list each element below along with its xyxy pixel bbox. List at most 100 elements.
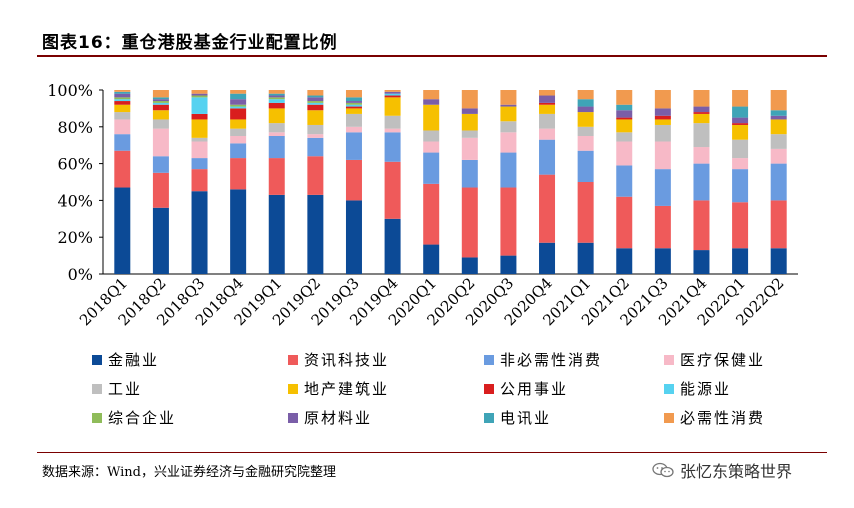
bar-segment-2021Q1-电讯业 <box>577 99 594 107</box>
bar-segment-2020Q2-地产建筑业 <box>461 113 478 131</box>
y-tick-label: 80% <box>57 118 93 137</box>
bar-segment-2019Q1-地产建筑业 <box>268 108 285 124</box>
bar-segment-2019Q2-必需性消费 <box>307 90 324 96</box>
bar-segment-2018Q4-原材料业 <box>230 99 247 105</box>
bar-segment-2021Q1-医疗保健业 <box>577 136 594 151</box>
bar-segment-2018Q4-能源业 <box>230 106 247 109</box>
legend-label: 必需性消费 <box>680 409 766 427</box>
legend-swatch <box>484 354 494 365</box>
bar-segment-2018Q1-资讯科技业 <box>114 150 131 188</box>
bar-segment-2021Q3-必需性消费 <box>654 90 671 109</box>
legend-item: 资讯科技业 <box>288 349 389 370</box>
watermark-text: 张忆东策略世界 <box>680 462 793 481</box>
bar-segment-2018Q3-公用事业 <box>191 113 208 120</box>
bar-segment-2019Q2-非必需性消费 <box>307 137 324 157</box>
bar-segment-2020Q4-资讯科技业 <box>539 174 556 243</box>
bar-segment-2018Q1-金融业 <box>114 187 131 274</box>
bar-segment-2018Q2-医疗保健业 <box>152 128 169 157</box>
bar-segment-2020Q3-地产建筑业 <box>500 106 517 122</box>
y-tick-label: 100% <box>47 81 93 100</box>
bar-segment-2020Q4-原材料业 <box>539 95 556 103</box>
bar-segment-2022Q2-金融业 <box>770 248 787 274</box>
bar-segment-2020Q3-必需性消费 <box>500 90 517 105</box>
bar-segment-2019Q4-必需性消费 <box>384 90 401 92</box>
bar-segment-2019Q3-工业 <box>345 113 362 127</box>
bar-segment-2022Q1-医疗保健业 <box>732 158 749 170</box>
bar-segment-2021Q2-资讯科技业 <box>616 196 633 249</box>
bar-segment-2018Q2-公用事业 <box>152 104 169 111</box>
bar-segment-2019Q4-原材料业 <box>384 91 401 94</box>
bar-segment-2019Q4-医疗保健业 <box>384 128 401 133</box>
legend-label: 金融业 <box>108 351 160 369</box>
bar-segment-2019Q3-金融业 <box>345 200 362 274</box>
bar-segment-2018Q3-医疗保健业 <box>191 141 208 159</box>
bar-segment-2018Q4-非必需性消费 <box>230 143 247 159</box>
bar-segment-2019Q2-综合企业 <box>307 101 324 103</box>
legend-item: 电讯业 <box>484 407 551 428</box>
bar-segment-2020Q1-必需性消费 <box>423 90 440 100</box>
source-rule <box>37 452 827 453</box>
bar-segment-2020Q2-必需性消费 <box>461 90 478 109</box>
bar-segment-2019Q2-公用事业 <box>307 104 324 111</box>
bar-segment-2018Q3-综合企业 <box>191 95 208 98</box>
bar-segment-2019Q1-综合企业 <box>268 97 285 100</box>
bar-segment-2021Q4-地产建筑业 <box>693 113 710 124</box>
legend-item: 公用事业 <box>484 378 568 399</box>
legend-item: 工业 <box>92 378 142 399</box>
bar-segment-2021Q2-公用事业 <box>616 117 633 120</box>
bar-segment-2022Q2-地产建筑业 <box>770 119 787 135</box>
bar-segment-2022Q1-非必需性消费 <box>732 169 749 203</box>
bar-segment-2021Q3-资讯科技业 <box>654 205 671 249</box>
bar-segment-2019Q4-地产建筑业 <box>384 97 401 116</box>
bar-segment-2019Q4-工业 <box>384 115 401 129</box>
bar-segment-2021Q4-资讯科技业 <box>693 200 710 251</box>
legend-swatch <box>92 383 102 394</box>
bar-segment-2018Q2-资讯科技业 <box>152 172 169 208</box>
bar-segment-2021Q1-必需性消费 <box>577 90 594 100</box>
legend-swatch <box>484 383 494 394</box>
legend-swatch <box>288 383 298 394</box>
bar-segment-2021Q2-非必需性消费 <box>616 165 633 197</box>
bar-segment-2019Q2-金融业 <box>307 194 324 274</box>
bar-segment-2021Q3-公用事业 <box>654 115 671 120</box>
bar-segment-2021Q2-金融业 <box>616 248 633 274</box>
bar-segment-2019Q3-医疗保健业 <box>345 126 362 133</box>
legend-label: 资讯科技业 <box>304 351 390 369</box>
y-tick-label: 20% <box>57 228 93 247</box>
legend-item: 金融业 <box>92 349 159 370</box>
bar-segment-2019Q3-资讯科技业 <box>345 159 362 201</box>
source-note: 数据来源：Wind，兴业证券经济与金融研究院整理 <box>42 465 336 480</box>
bar-segment-2018Q2-电讯业 <box>152 97 169 100</box>
bar-segment-2021Q1-工业 <box>577 126 594 136</box>
bar-segment-2021Q1-原材料业 <box>577 106 594 113</box>
y-tick-label: 0% <box>68 265 93 284</box>
bar-segment-2022Q1-地产建筑业 <box>732 124 749 140</box>
bar-segment-2018Q2-地产建筑业 <box>152 110 169 120</box>
bar-segment-2018Q4-综合企业 <box>230 104 247 107</box>
bar-segment-2018Q4-医疗保健业 <box>230 136 247 144</box>
bar-segment-2022Q2-电讯业 <box>770 110 787 116</box>
legend-label: 能源业 <box>680 380 732 398</box>
bar-segment-2019Q3-原材料业 <box>345 101 362 103</box>
legend-item: 必需性消费 <box>664 407 765 428</box>
bar-segment-2019Q2-原材料业 <box>307 97 324 102</box>
bar-segment-2020Q1-资讯科技业 <box>423 183 440 245</box>
bar-segment-2020Q2-资讯科技业 <box>461 187 478 258</box>
bar-segment-2021Q3-原材料业 <box>654 108 671 116</box>
bar-segment-2020Q2-原材料业 <box>461 108 478 114</box>
bar-segment-2019Q2-地产建筑业 <box>307 110 324 125</box>
bar-segment-2018Q1-电讯业 <box>114 91 131 94</box>
bar-segment-2019Q1-公用事业 <box>268 102 285 109</box>
bar-segment-2021Q3-非必需性消费 <box>654 169 671 206</box>
legend-swatch <box>484 412 494 423</box>
bar-segment-2021Q1-资讯科技业 <box>577 182 594 243</box>
bar-segment-2019Q4-资讯科技业 <box>384 161 401 219</box>
legend-swatch <box>92 354 102 365</box>
bar-segment-2021Q3-金融业 <box>654 248 671 274</box>
bar-segment-2019Q1-能源业 <box>268 99 285 103</box>
bar-segment-2020Q4-工业 <box>539 113 556 129</box>
bar-segment-2021Q2-工业 <box>616 132 633 142</box>
bar-segment-2022Q1-金融业 <box>732 248 749 274</box>
y-tick-label: 40% <box>57 191 93 210</box>
bar-segment-2020Q1-非必需性消费 <box>423 152 440 184</box>
